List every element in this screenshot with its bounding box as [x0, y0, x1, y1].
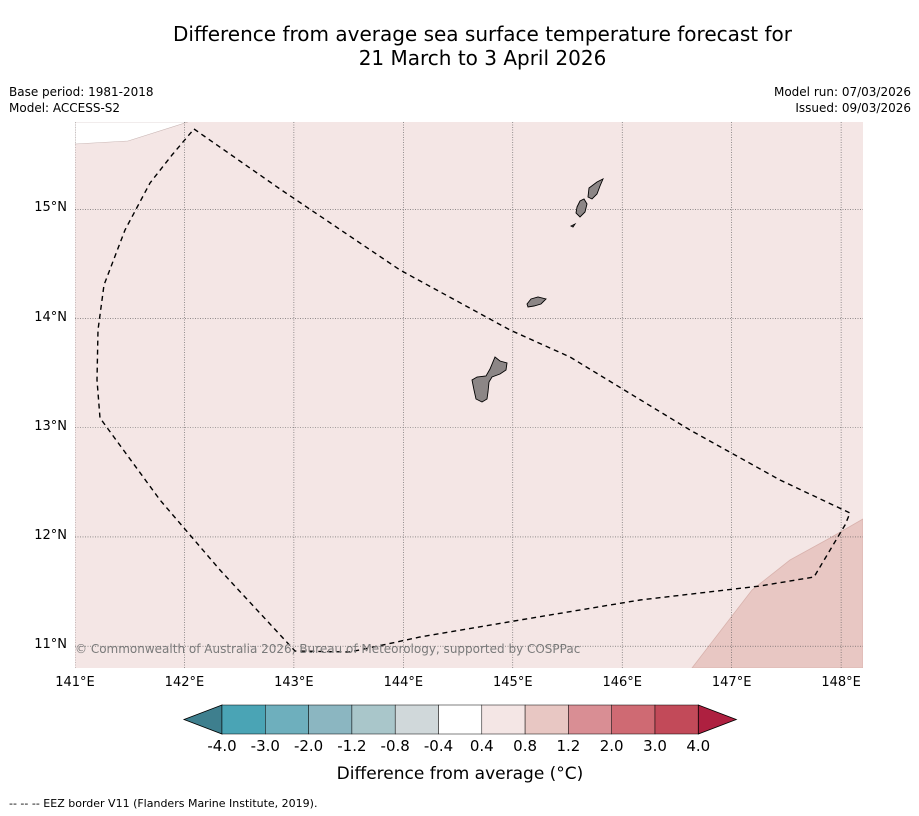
colorbar-title: Difference from average (°C) [336, 764, 584, 784]
colorbar-extend-low [182, 704, 223, 735]
graticule [75, 122, 863, 668]
colorbar-segment [351, 704, 396, 735]
no-data-corner [75, 122, 189, 145]
title-line-2: 21 March to 3 April 2026 [358, 46, 607, 70]
islands [471, 178, 604, 403]
colorbar-tick-label: 1.2 [556, 737, 581, 755]
colorbar-segment [568, 704, 612, 735]
lon-tick-label: 142°E [164, 675, 205, 690]
copyright-notice: © Commonwealth of Australia 2026, Bureau… [75, 642, 581, 656]
title-line-1: Difference from average sea surface temp… [172, 22, 792, 46]
colorbar-tick-label: -0.8 [380, 737, 410, 755]
colorbar-tick-label: -2.0 [293, 737, 324, 755]
base-period: Base period: 1981-2018 [9, 85, 154, 99]
map-title: Difference from average sea surface temp… [80, 22, 885, 70]
lon-tick-label: 148°E [821, 675, 861, 690]
lon-tick-label: 144°E [383, 675, 424, 690]
island-guam [471, 356, 508, 403]
eez-footnote: -- -- -- EEZ border V11 (Flanders Marine… [9, 797, 318, 810]
colorbar-tick-label: 3.0 [643, 737, 667, 755]
colorbar-tick-label: -3.0 [250, 737, 280, 755]
colorbar-tick-label: 2.0 [599, 737, 624, 755]
island-aguijan [569, 222, 577, 228]
model-run: Model run: 07/03/2026 [773, 85, 911, 99]
colorbar-tick-label: 0.8 [513, 737, 538, 755]
lon-tick-label: 146°E [602, 675, 642, 690]
colorbar-segment [221, 704, 266, 735]
lon-tick-label: 141°E [55, 675, 95, 690]
colorbar [182, 704, 738, 735]
eez-border [96, 128, 851, 653]
issued-date: Issued: 09/03/2026 [795, 101, 911, 115]
colorbar-segment [308, 704, 353, 735]
colorbar-segment [654, 704, 699, 735]
lat-tick-label: 13°N [34, 418, 67, 434]
colorbar-tick-label: -1.2 [337, 737, 367, 755]
island-rota [526, 296, 547, 308]
colorbar-extend-high [697, 704, 738, 735]
colorbar-tick-label: 4.0 [686, 737, 711, 755]
model-name: Model: ACCESS-S2 [9, 101, 121, 115]
lat-tick-label: 14°N [34, 309, 67, 325]
colorbar-segment [481, 704, 526, 735]
colorbar-segment [524, 704, 569, 735]
lon-tick-label: 145°E [493, 675, 533, 690]
sst-anomaly-field-0-4-0-8 [75, 122, 863, 668]
colorbar-segment [394, 704, 439, 735]
lon-tick-label: 147°E [711, 675, 752, 690]
meta-right: Model run: 07/03/2026 Issued: 09/03/2026 [774, 84, 911, 116]
colorbar-segment [611, 704, 656, 735]
lon-tick-label: 143°E [274, 675, 314, 690]
sst-anomaly-field-0-8-1-2 [691, 518, 863, 668]
colorbar-segment [438, 704, 483, 735]
lat-tick-label: 12°N [34, 527, 67, 543]
colorbar-segment [265, 704, 309, 735]
island-tinian [575, 198, 588, 218]
colorbar-tick-label: 0.4 [469, 737, 494, 755]
lat-tick-label: 11°N [34, 637, 67, 653]
island-saipan [587, 178, 604, 200]
colorbar-tick-label: -0.4 [423, 737, 454, 755]
colorbar-tick-label: -4.0 [207, 737, 237, 755]
lat-tick-label: 15°N [34, 200, 67, 216]
meta-left: Base period: 1981-2018 Model: ACCESS-S2 [9, 84, 154, 116]
